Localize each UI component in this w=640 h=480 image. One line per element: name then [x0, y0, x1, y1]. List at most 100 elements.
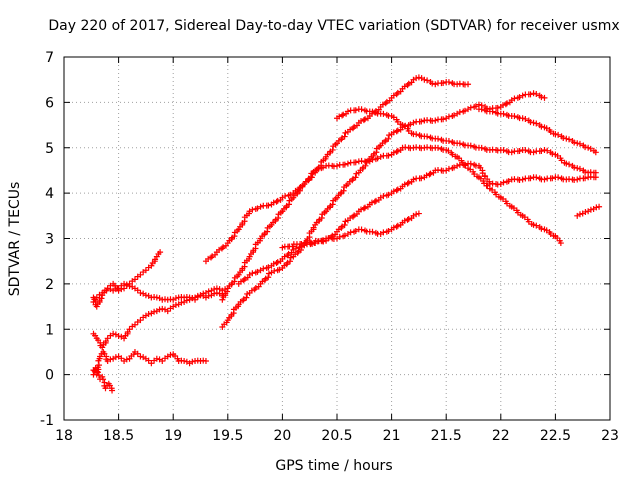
- data-marker: [209, 253, 216, 260]
- data-marker: [508, 149, 515, 156]
- data-marker: [390, 92, 397, 99]
- series-A: [202, 74, 472, 265]
- data-marker: [516, 94, 523, 101]
- data-marker: [211, 290, 218, 297]
- data-marker: [273, 198, 280, 205]
- data-marker: [555, 174, 562, 181]
- data-marker: [563, 160, 570, 167]
- y-tick-label: 6: [45, 95, 54, 111]
- data-marker: [249, 270, 256, 277]
- data-marker: [413, 131, 420, 138]
- data-marker: [538, 123, 545, 130]
- data-marker: [404, 216, 411, 223]
- data-marker: [582, 169, 589, 176]
- data-marker: [511, 95, 518, 102]
- data-marker: [369, 156, 376, 163]
- data-marker: [390, 224, 397, 231]
- data-marker: [500, 179, 507, 186]
- data-marker: [265, 274, 272, 281]
- data-marker: [587, 206, 594, 213]
- data-marker: [394, 89, 401, 96]
- data-marker: [284, 252, 291, 259]
- data-marker: [519, 115, 526, 122]
- data-marker: [220, 244, 227, 251]
- data-marker: [164, 308, 171, 315]
- data-marker: [148, 360, 155, 367]
- data-marker: [435, 144, 442, 151]
- data-marker: [533, 90, 540, 97]
- data-marker: [153, 294, 160, 301]
- data-marker: [394, 147, 401, 154]
- data-marker: [456, 109, 463, 116]
- data-marker: [423, 172, 430, 179]
- data-marker: [344, 108, 351, 115]
- data-marker: [271, 267, 278, 274]
- y-tick-label: 2: [45, 277, 54, 293]
- data-marker: [257, 203, 264, 210]
- data-marker: [273, 260, 280, 267]
- data-marker: [282, 193, 289, 200]
- data-marker: [341, 133, 348, 140]
- data-marker: [527, 91, 534, 98]
- data-marker: [390, 188, 397, 195]
- x-tick-label: 19.5: [212, 428, 243, 444]
- x-tick-label: 18.5: [103, 428, 134, 444]
- data-marker: [329, 232, 336, 239]
- data-marker: [394, 186, 401, 193]
- data-marker: [385, 191, 392, 198]
- data-marker: [347, 215, 354, 222]
- data-marker: [240, 277, 247, 284]
- data-marker: [157, 249, 164, 256]
- data-marker: [349, 125, 356, 132]
- data-marker: [478, 106, 485, 113]
- data-marker: [390, 149, 397, 156]
- data-marker: [115, 285, 122, 292]
- data-marker: [533, 222, 540, 229]
- data-marker: [134, 287, 141, 294]
- data-marker: [393, 223, 400, 230]
- data-marker: [186, 294, 193, 301]
- data-marker: [107, 356, 114, 363]
- series-C: [219, 117, 428, 330]
- data-marker: [522, 147, 529, 154]
- data-marker: [213, 289, 220, 296]
- data-marker: [566, 161, 573, 168]
- data-marker: [159, 305, 166, 312]
- data-marker: [574, 165, 581, 172]
- data-marker: [172, 301, 179, 308]
- data-marker: [341, 161, 348, 168]
- data-marker: [574, 176, 581, 183]
- data-marker: [351, 212, 358, 219]
- data-marker: [582, 144, 589, 151]
- data-marker: [541, 147, 548, 154]
- data-marker: [467, 104, 474, 111]
- data-marker: [530, 149, 537, 156]
- data-marker: [530, 119, 537, 126]
- data-marker: [489, 108, 496, 115]
- data-marker: [362, 116, 369, 123]
- data-marker: [293, 245, 300, 252]
- data-marker: [347, 229, 354, 236]
- data-marker: [519, 92, 526, 99]
- data-marker: [549, 175, 556, 182]
- data-marker: [235, 226, 242, 233]
- series-rise-early: [90, 285, 231, 351]
- data-marker: [216, 246, 223, 253]
- data-marker: [415, 210, 422, 217]
- data-marker: [587, 145, 594, 152]
- data-marker: [555, 131, 562, 138]
- series-F: [334, 106, 599, 176]
- data-marker: [281, 253, 288, 260]
- data-marker: [99, 289, 106, 296]
- data-marker: [371, 198, 378, 205]
- data-marker: [380, 229, 387, 236]
- data-marker: [153, 355, 160, 362]
- data-marker: [224, 288, 231, 295]
- data-marker: [394, 222, 401, 229]
- data-marker: [339, 112, 346, 119]
- data-marker: [499, 102, 506, 109]
- data-marker: [394, 127, 401, 134]
- data-marker: [358, 106, 365, 113]
- data-marker: [178, 299, 185, 306]
- x-tick-label: 20: [273, 428, 291, 444]
